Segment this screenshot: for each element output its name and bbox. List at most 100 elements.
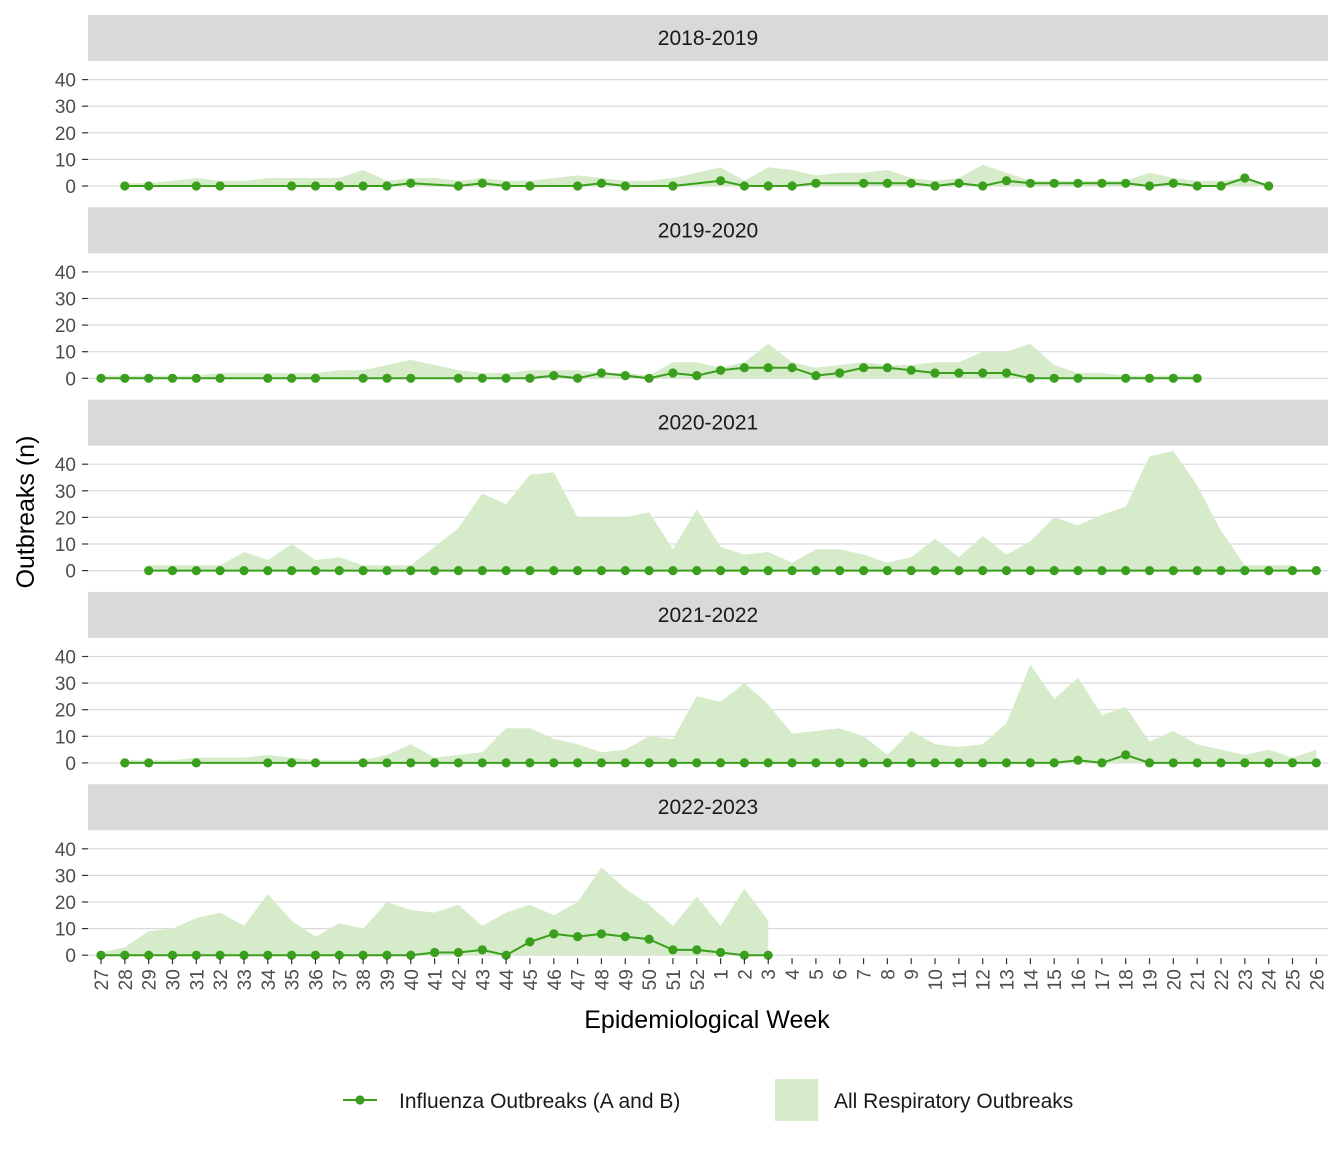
influenza-point — [859, 758, 869, 768]
influenza-point — [906, 365, 916, 375]
influenza-point — [1216, 566, 1226, 576]
panel-2018-2019: 2018-2019 0 10 20 30 40 — [55, 15, 1328, 198]
legend: Influenza Outbreaks (A and B) All Respira… — [343, 1079, 1073, 1121]
influenza-point — [1168, 758, 1178, 768]
y-tick-label: 40 — [55, 71, 76, 92]
influenza-point — [1168, 566, 1178, 576]
panel-strip-label: 2019-2020 — [658, 219, 758, 242]
y-tick-label: 20 — [55, 701, 76, 722]
y-tick-label: 30 — [55, 674, 76, 695]
x-tick-label: 37 — [330, 969, 351, 990]
influenza-point — [1264, 758, 1274, 768]
influenza-point — [287, 566, 297, 576]
influenza-point — [358, 950, 368, 960]
influenza-point — [1121, 566, 1131, 576]
influenza-point — [1144, 758, 1155, 768]
influenza-point — [96, 950, 106, 960]
influenza-point — [763, 181, 773, 191]
panel-2019-2020: 2019-2020 0 10 20 30 40 — [55, 207, 1328, 390]
influenza-point — [549, 929, 559, 939]
influenza-point — [501, 566, 511, 576]
respiratory-area — [101, 343, 1198, 379]
influenza-point — [716, 365, 726, 375]
influenza-point — [191, 373, 201, 383]
influenza-point — [525, 181, 535, 191]
influenza-point — [763, 758, 773, 768]
x-tick-label: 31 — [187, 969, 208, 990]
influenza-point — [835, 566, 845, 576]
influenza-point — [1001, 368, 1012, 378]
influenza-point — [739, 363, 750, 373]
x-tick-label: 8 — [878, 969, 899, 980]
influenza-point — [573, 566, 583, 576]
x-tick-label: 39 — [378, 969, 399, 990]
influenza-point — [954, 368, 964, 378]
influenza-point — [954, 566, 964, 576]
influenza-point — [144, 950, 154, 960]
influenza-point — [906, 566, 916, 576]
influenza-point — [120, 758, 130, 768]
influenza-point — [501, 373, 511, 383]
influenza-point — [692, 566, 702, 576]
influenza-point — [310, 181, 321, 191]
influenza-point — [382, 950, 392, 960]
influenza-point — [1073, 566, 1083, 576]
x-tick-label: 49 — [616, 969, 637, 990]
panel-strip-label: 2021-2022 — [658, 604, 758, 627]
influenza-point — [382, 181, 392, 191]
influenza-point — [453, 947, 463, 958]
influenza-point — [835, 758, 845, 768]
influenza-point — [406, 566, 416, 576]
influenza-point — [1073, 373, 1083, 383]
influenza-point — [310, 373, 321, 383]
influenza-point — [906, 178, 916, 188]
x-tick-label: 43 — [473, 969, 494, 990]
influenza-point — [453, 373, 463, 383]
influenza-point — [811, 178, 821, 188]
y-tick-label: 30 — [55, 482, 76, 503]
influenza-point — [787, 758, 797, 768]
influenza-point — [1216, 758, 1226, 768]
y-tick-label: 30 — [55, 866, 76, 887]
influenza-point — [716, 758, 726, 768]
influenza-point — [882, 363, 893, 373]
influenza-point — [692, 945, 702, 955]
influenza-point — [406, 950, 416, 960]
y-tick-label: 40 — [55, 648, 76, 669]
influenza-point — [954, 178, 964, 188]
influenza-point — [287, 758, 297, 768]
influenza-point — [573, 932, 583, 942]
influenza-point — [549, 758, 559, 768]
x-tick-label: 40 — [402, 969, 423, 990]
influenza-point — [835, 368, 845, 378]
x-tick-label: 36 — [307, 969, 328, 990]
panel-strip — [88, 399, 1328, 446]
x-tick-label: 33 — [235, 969, 256, 990]
influenza-point — [525, 566, 535, 576]
influenza-point — [573, 373, 583, 383]
x-tick-label: 46 — [545, 969, 566, 990]
influenza-point — [596, 758, 607, 768]
y-axis-title: Outbreaks (n) — [12, 436, 40, 589]
y-tick-label: 20 — [55, 124, 76, 145]
influenza-point — [1049, 566, 1059, 576]
influenza-point — [215, 373, 225, 383]
influenza-point — [525, 937, 535, 947]
influenza-point — [406, 178, 416, 188]
x-tick-label: 48 — [592, 969, 613, 990]
chart-panels: 2018-20190102030402019-20200102030402020… — [55, 15, 1328, 967]
x-tick-label: 13 — [998, 969, 1019, 990]
x-tick-label: 50 — [640, 969, 661, 990]
x-tick-label: 32 — [211, 969, 232, 990]
influenza-point — [859, 566, 869, 576]
influenza-point — [692, 758, 702, 768]
influenza-point — [1168, 373, 1178, 383]
influenza-point — [501, 758, 511, 768]
influenza-point — [763, 566, 773, 576]
y-tick-label: 0 — [65, 369, 76, 390]
y-tick-label: 40 — [55, 840, 76, 861]
y-tick-label: 10 — [55, 150, 76, 171]
influenza-point — [120, 373, 130, 383]
influenza-point — [1264, 566, 1274, 576]
influenza-point — [334, 181, 344, 191]
